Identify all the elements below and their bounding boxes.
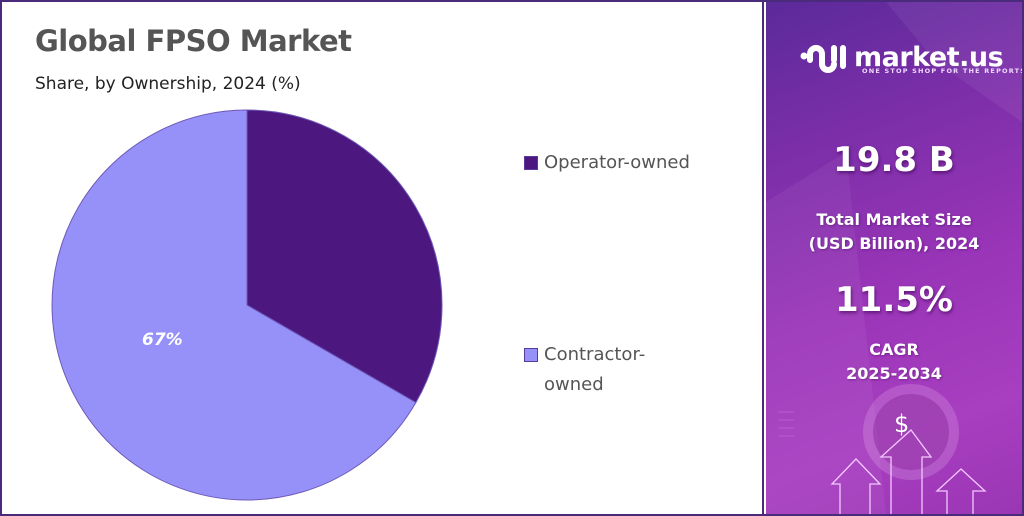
- legend-swatch-operator: [524, 156, 538, 170]
- stats-panel: $ market.us ONE STOP SHOP FOR THE REPORT…: [766, 2, 1022, 514]
- legend-label: Operator-owned: [544, 152, 690, 173]
- brand-logo: market.us: [800, 40, 1004, 74]
- cagr-period: 2025-2034: [846, 364, 942, 383]
- pie-data-label-contractor: 67%: [142, 330, 183, 350]
- pie-slice-operator-owned: [246, 109, 443, 404]
- market-us-logo-icon: [800, 45, 846, 73]
- pie-chart: [51, 109, 443, 501]
- legend-item-operator-owned: Operator-owned: [524, 148, 690, 178]
- growth-arrows-icon: [830, 429, 987, 514]
- market-size-label-line1: Total Market Size: [816, 210, 972, 229]
- legend-item-contractor-owned: Contractor- owned: [524, 340, 645, 400]
- legend-swatch-contractor: [524, 348, 538, 362]
- chart-subtitle: Share, by Ownership, 2024 (%): [35, 74, 301, 94]
- cagr-value: 11.5%: [835, 280, 953, 320]
- legend-label-cont: owned: [544, 374, 604, 395]
- market-size-value: 19.8 B: [833, 140, 955, 180]
- cagr-label: CAGR: [869, 340, 919, 359]
- pie-slice-contractor-owned: [51, 109, 417, 501]
- chart-panel: Global FPSO Market Share, by Ownership, …: [2, 2, 764, 514]
- brand-tagline: ONE STOP SHOP FOR THE REPORTS: [862, 67, 1022, 75]
- chart-title: Global FPSO Market: [35, 24, 352, 58]
- legend-label: Contractor-: [544, 344, 646, 365]
- brand-name: market.us: [854, 41, 1004, 73]
- background-decoration: [766, 2, 1022, 514]
- market-size-label-line2: (USD Billion), 2024: [808, 234, 980, 253]
- dollar-icon: $: [894, 410, 910, 438]
